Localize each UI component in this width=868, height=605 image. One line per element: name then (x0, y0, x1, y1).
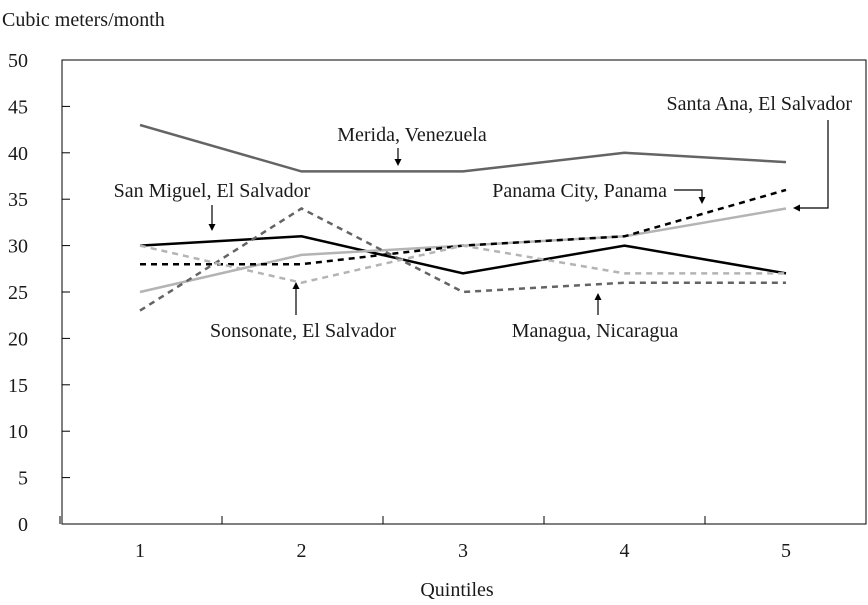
series-label: Sonsonate, El Salvador (210, 320, 396, 342)
annotation-6: Sonsonate, El Salvador (210, 282, 396, 342)
y-tick-label: 15 (8, 375, 28, 397)
series-label: Managua, Nicaragua (512, 320, 679, 342)
arrowhead (394, 159, 402, 166)
series-line-2 (139, 235, 787, 275)
arrowhead (594, 293, 602, 300)
y-tick-label: 30 (8, 236, 28, 258)
x-tick-label: 5 (781, 540, 791, 562)
arrowhead (292, 282, 300, 289)
series-label: San Miguel, El Salvador (114, 180, 311, 202)
annotation-3: Santa Ana, El Salvador (666, 93, 852, 212)
annotation-4: Panama City, Panama (492, 180, 706, 204)
x-tick-label: 4 (620, 540, 630, 562)
arrowhead (208, 224, 216, 231)
series-line-6 (139, 244, 786, 284)
y-tick-label: 35 (8, 189, 28, 211)
series-lines (139, 123, 787, 312)
leader-line (797, 120, 829, 209)
arrowhead (698, 197, 706, 204)
y-tick-label: 10 (8, 421, 28, 443)
x-tick-label: 3 (458, 540, 468, 562)
y-tick-label: 25 (8, 282, 28, 304)
series-line-1 (139, 123, 787, 173)
series-label: Merida, Venezuela (337, 124, 487, 146)
leader-line (674, 189, 703, 200)
series-annotations: Merida, Venezuela San Miguel, El Salvador… (114, 93, 853, 342)
y-tick-label: 40 (8, 143, 28, 165)
y-tick-label: 45 (8, 96, 28, 118)
y-tick-label: 0 (18, 514, 28, 536)
annotation-5: Managua, Nicaragua (512, 293, 679, 342)
y-axis-label: Cubic meters/month (2, 9, 165, 31)
x-axis-label: Quintiles (420, 579, 494, 601)
series-label: Panama City, Panama (492, 180, 667, 202)
series-line-5 (139, 207, 786, 312)
y-tick-label: 20 (8, 328, 28, 350)
y-tick-label: 50 (8, 50, 28, 72)
annotation-2: San Miguel, El Salvador (114, 180, 311, 231)
x-tick-label: 1 (135, 540, 145, 562)
x-tick-label: 2 (297, 540, 307, 562)
y-tick-label: 5 (18, 468, 28, 490)
annotation-1: Merida, Venezuela (337, 124, 487, 166)
arrowhead (793, 204, 800, 212)
series-label: Santa Ana, El Salvador (666, 93, 852, 115)
